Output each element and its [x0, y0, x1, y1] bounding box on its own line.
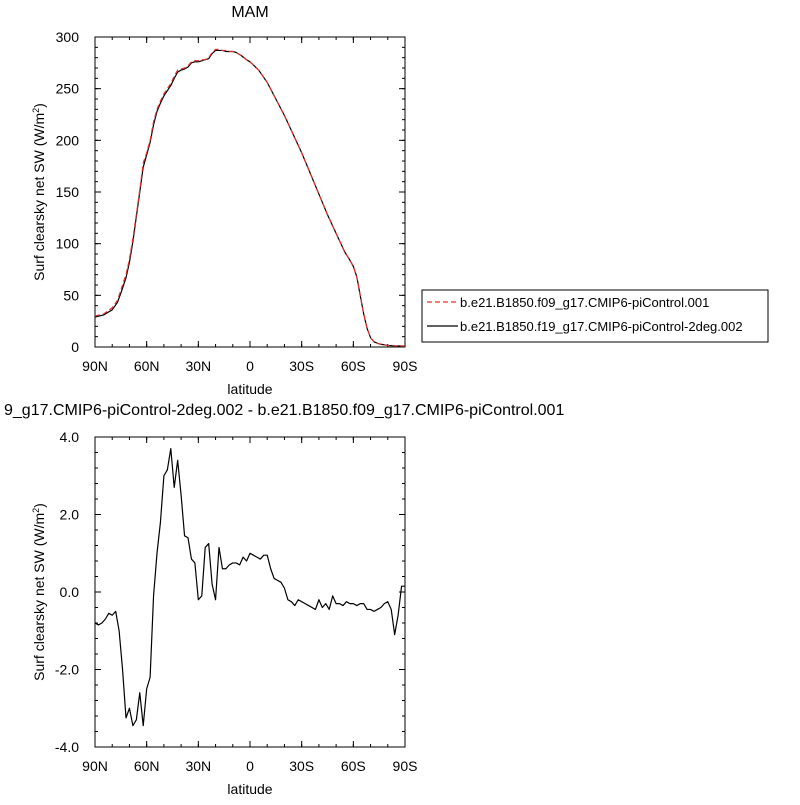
- top-x-axis-title: latitude: [227, 381, 272, 397]
- top-x-tick-label: 90N: [82, 358, 108, 374]
- bottom-y-tick-label: 0.0: [60, 584, 80, 600]
- bottom-x-ticks: 90N 60N 30N 0 30S 60S 90S: [82, 437, 417, 774]
- top-x-tick-label: 0: [246, 358, 254, 374]
- bottom-chart-title: 9_g17.CMIP6-piControl-2deg.002 - b.e21.B…: [4, 402, 564, 419]
- top-y-tick-label: 250: [56, 81, 80, 97]
- top-y-axis-title: Surf clearsky net SW (W/m2): [31, 103, 47, 281]
- legend-label-series-1: b.e21.B1850.f09_g17.CMIP6-piControl.001: [460, 295, 709, 310]
- top-chart: MAM 90N 60N 30N 0 30S 60S 90S 0 50 100 150 200 250 3…: [31, 4, 417, 397]
- top-x-tick-label: 30S: [289, 358, 314, 374]
- bottom-x-tick-label: 0: [246, 758, 254, 774]
- top-y-tick-label: 0: [71, 339, 79, 355]
- top-series-line-1: [94, 48, 405, 347]
- top-series-line-2: [94, 49, 405, 347]
- top-y-tick-label: 200: [56, 132, 80, 148]
- bottom-x-tick-label: 60N: [134, 758, 160, 774]
- top-y-tick-label: 300: [56, 29, 80, 45]
- bottom-x-tick-label: 30N: [185, 758, 211, 774]
- legend-box: [421, 289, 769, 343]
- top-x-tick-label: 30N: [185, 358, 211, 374]
- top-y-tick-label: 50: [63, 287, 79, 303]
- bottom-y-tick-label: -4.0: [55, 739, 79, 755]
- legend-label-series-2: b.e21.B1850.f19_g17.CMIP6-piControl-2deg…: [460, 319, 743, 334]
- top-x-ticks: 90N 60N 30N 0 30S 60S 90S: [82, 37, 417, 374]
- bottom-x-tick-label: 90N: [82, 758, 108, 774]
- bottom-y-ticks: -4.0 -2.0 0.0 2.0 4.0: [55, 429, 405, 755]
- top-x-tick-label: 90S: [393, 358, 418, 374]
- legend: b.e21.B1850.f09_g17.CMIP6-piControl.001 …: [421, 289, 769, 343]
- bottom-plot-frame: [94, 436, 406, 748]
- top-plot-frame: [94, 36, 406, 348]
- bottom-series-line-1: [94, 448, 405, 727]
- top-x-tick-label: 60S: [341, 358, 366, 374]
- top-x-tick-label: 60N: [134, 358, 160, 374]
- top-y-tick-label: 150: [56, 184, 80, 200]
- top-chart-title: MAM: [231, 4, 268, 21]
- bottom-x-axis-title: latitude: [227, 781, 272, 797]
- top-series-group: [94, 48, 405, 347]
- bottom-x-tick-label: 30S: [289, 758, 314, 774]
- top-y-tick-label: 100: [56, 236, 80, 252]
- bottom-series-group: [94, 448, 405, 727]
- bottom-y-axis-title: Surf clearsky net SW (W/m2): [31, 503, 47, 681]
- bottom-y-tick-label: 4.0: [60, 429, 80, 445]
- top-y-ticks: 0 50 100 150 200 250 300: [56, 29, 405, 355]
- bottom-chart: 9_g17.CMIP6-piControl-2deg.002 - b.e21.B…: [4, 402, 564, 797]
- bottom-y-tick-label: 2.0: [60, 507, 80, 523]
- bottom-y-tick-label: -2.0: [55, 662, 79, 678]
- bottom-x-tick-label: 90S: [393, 758, 418, 774]
- bottom-x-tick-label: 60S: [341, 758, 366, 774]
